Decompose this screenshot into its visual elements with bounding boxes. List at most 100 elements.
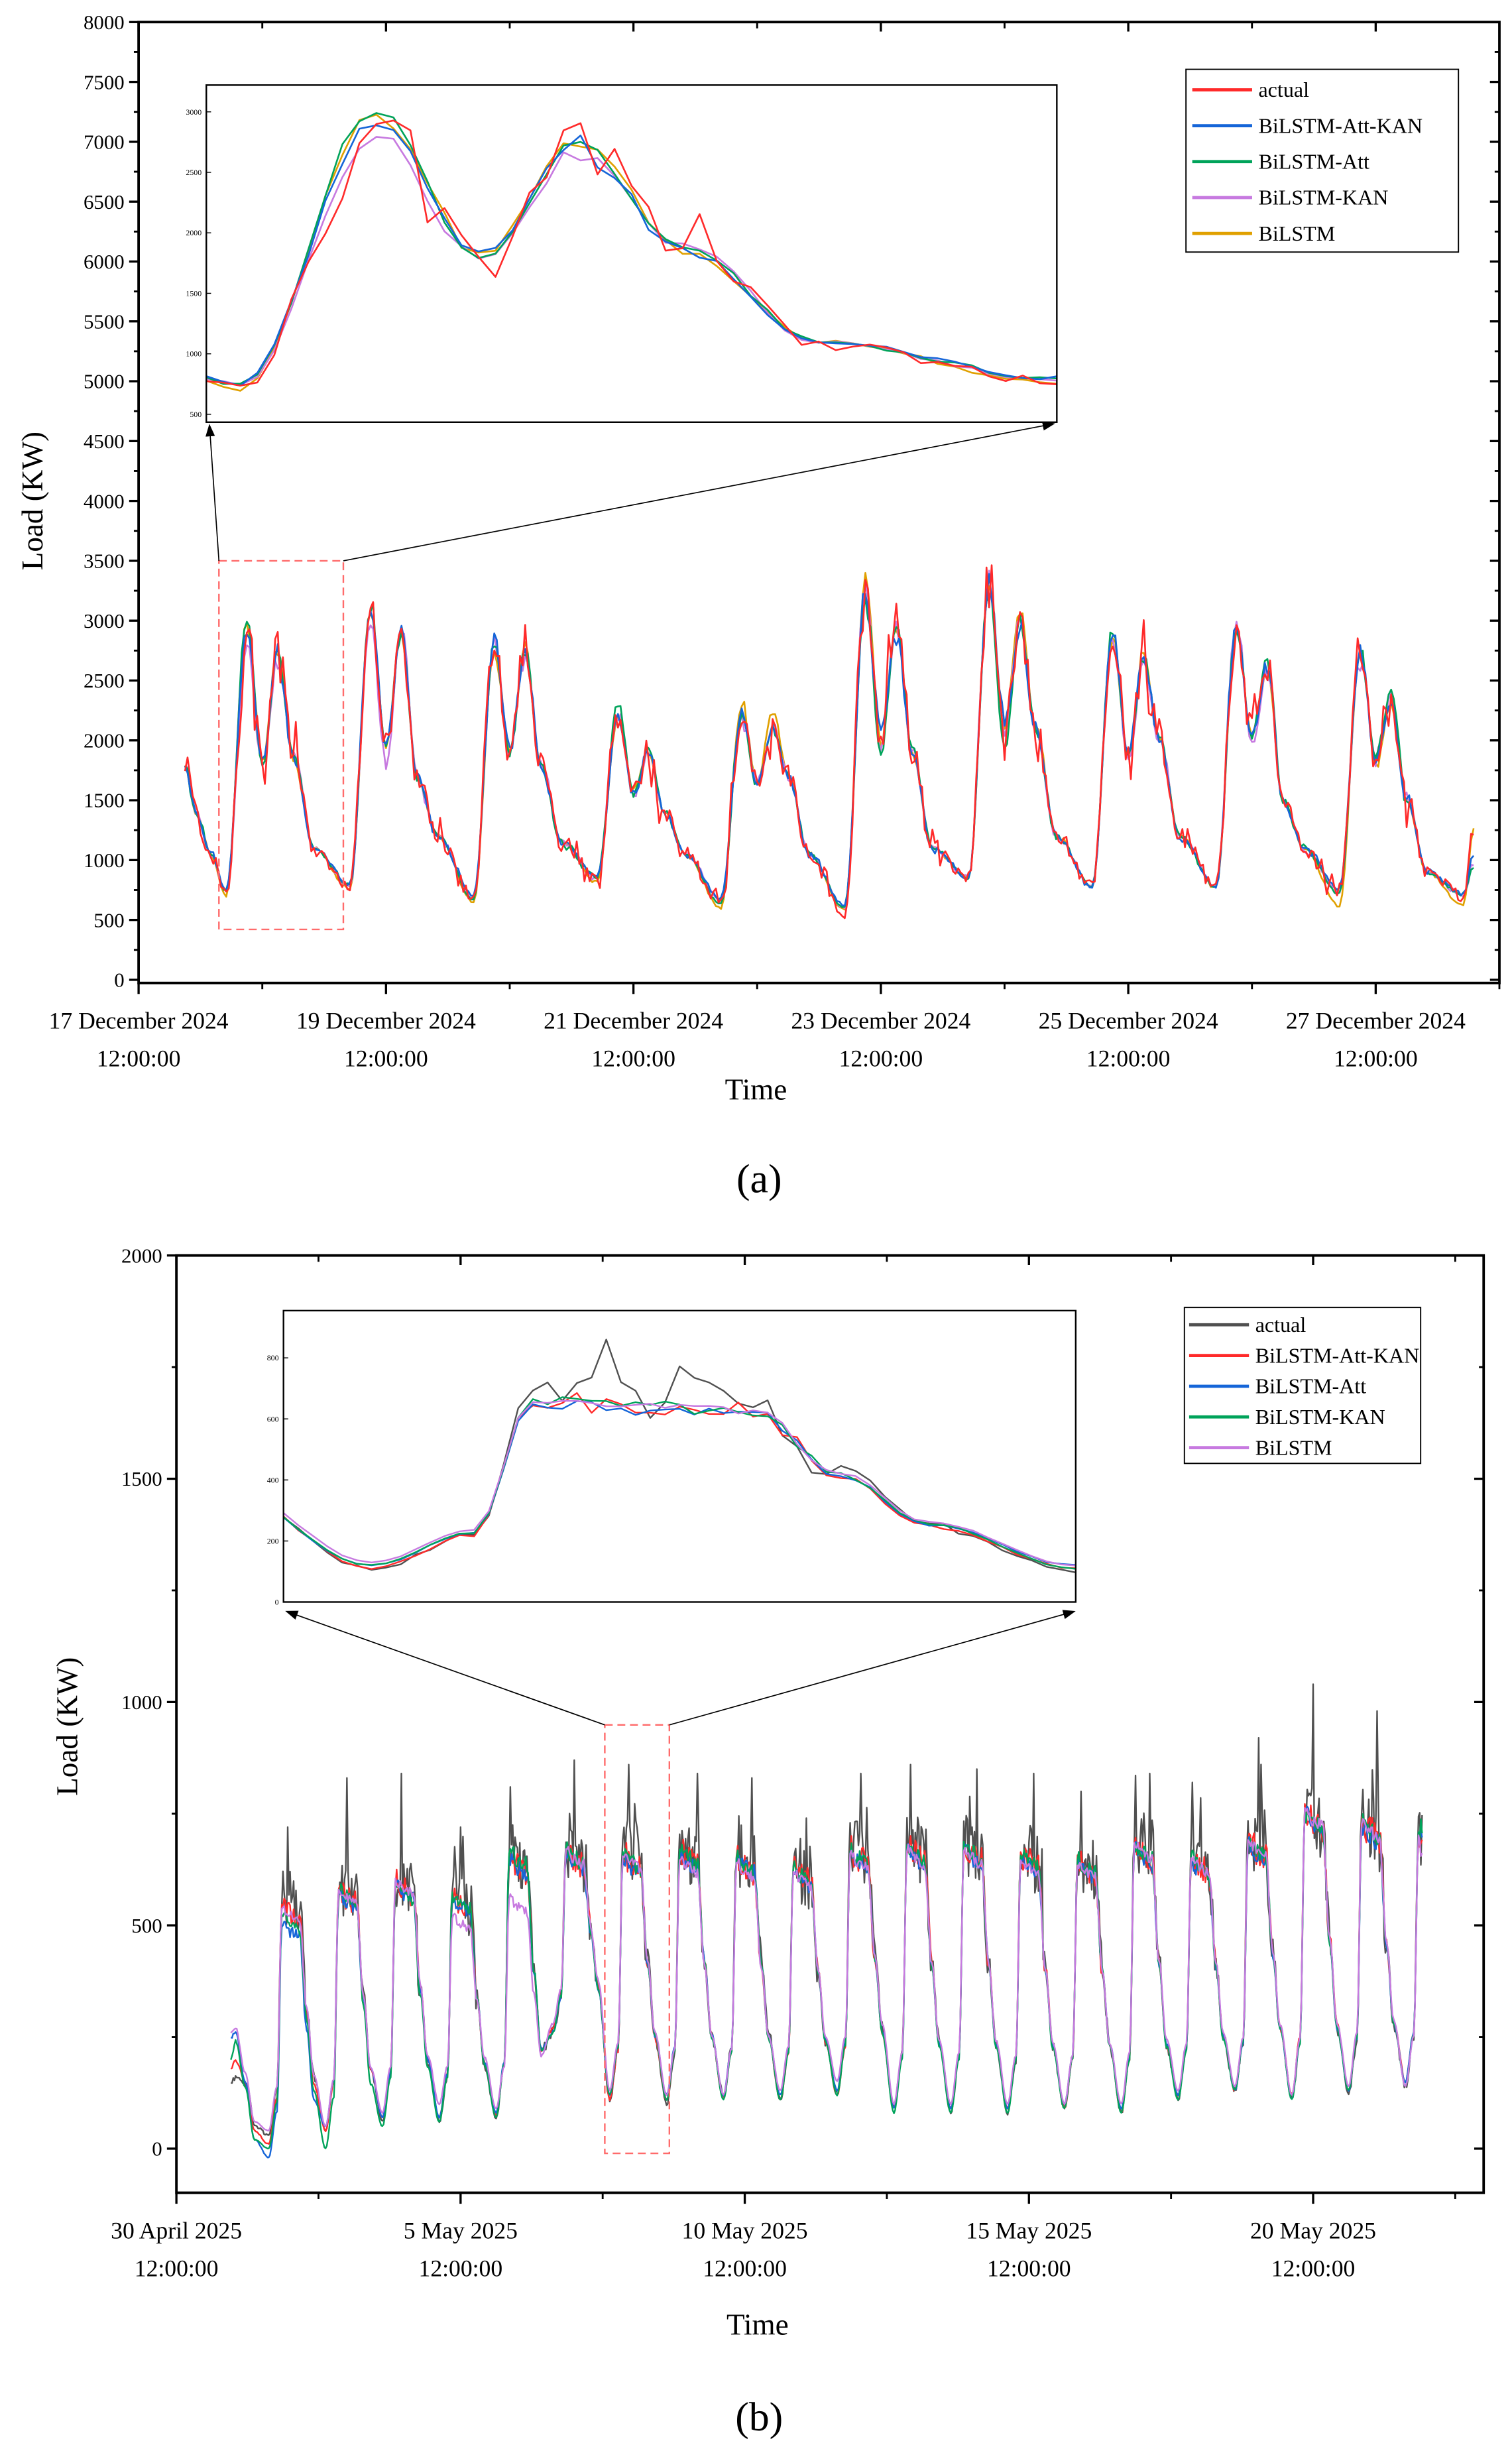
inset-series-group <box>206 112 1057 392</box>
x-tick-label-date: 21 December 2024 <box>544 1008 723 1034</box>
y-tick-label: 7500 <box>84 70 125 93</box>
main-series-group <box>230 1683 1423 2159</box>
y-tick-label: 1000 <box>84 849 125 872</box>
zoom-box <box>218 560 345 931</box>
plot-frame <box>175 1254 1485 2194</box>
x-axis-title: Time <box>725 1073 787 1106</box>
y-tick-label: 1500 <box>121 1467 162 1490</box>
inset-frame <box>282 1309 1077 1603</box>
x-tick-label-date: 17 December 2024 <box>49 1008 229 1034</box>
panel-label-b: (b) <box>735 2395 783 2440</box>
y-tick-label: 2500 <box>84 669 125 692</box>
legend-label: actual <box>1255 1313 1307 1337</box>
y-tick-label: 7000 <box>84 131 125 154</box>
inset-y-tick-label: 400 <box>267 1475 279 1484</box>
y-axis-title: Load (KW) <box>16 432 49 570</box>
inset-frame <box>205 84 1058 423</box>
y-tick-label: 0 <box>152 2137 162 2161</box>
x-tick-label-time: 12:00:00 <box>839 1045 923 1072</box>
inset-y-tick-label: 200 <box>267 1536 279 1545</box>
inset-axes: 0 200 400 600 800 <box>267 1353 288 1607</box>
main-series-group <box>184 564 1475 920</box>
x-tick-label-time: 12:00:00 <box>344 1045 428 1072</box>
y-tick-label: 6000 <box>84 250 125 273</box>
y-tick-label: 3000 <box>84 609 125 632</box>
inset-y-tick-label: 1500 <box>186 288 202 298</box>
plot-frame <box>137 21 1501 985</box>
axes: 0 500 1000 1500 2000 2500 3000 3500 4000 4500 5000… <box>49 11 1501 1072</box>
zoom-connector-right <box>669 1610 1076 1726</box>
y-tick-label: 8000 <box>84 11 125 34</box>
legend: actual BiLSTM-Att-KAN BiLSTM-Att BiLSTM-KAN… <box>1185 68 1460 253</box>
legend-label: BiLSTM-Att-KAN <box>1255 1343 1420 1367</box>
inset-y-tick-label: 3000 <box>186 107 202 117</box>
inset-series-line-actual <box>206 119 1057 387</box>
y-tick-label: 0 <box>114 969 124 992</box>
zoom-box <box>604 1724 671 2155</box>
legend-label: BiLSTM-Att-KAN <box>1258 113 1423 137</box>
y-tick-label: 5000 <box>84 370 125 393</box>
legend-label: BiLSTM-KAN <box>1258 186 1388 209</box>
inset-axes: 500 1000 1500 2000 2500 3000 <box>186 107 211 419</box>
x-tick-label-time: 12:00:00 <box>591 1045 675 1072</box>
y-tick-label: 2000 <box>84 729 125 752</box>
x-tick-label-time: 12:00:00 <box>1086 1045 1171 1072</box>
y-axis-title: Load (KW) <box>50 1657 84 1796</box>
inset-y-tick-label: 800 <box>267 1353 279 1362</box>
series-line-actual <box>231 1683 1423 2136</box>
x-tick-label-date: 25 December 2024 <box>1039 1008 1218 1034</box>
series-line-BiLSTM-Att <box>184 594 1474 908</box>
x-tick-label-date: 19 December 2024 <box>296 1008 476 1034</box>
legend: actual BiLSTM-Att-KAN BiLSTM-Att BiLSTM-KAN… <box>1183 1307 1422 1464</box>
y-tick-label: 500 <box>93 908 124 931</box>
x-tick-label-time: 12:00:00 <box>419 2255 503 2281</box>
y-tick-label: 1500 <box>84 789 125 812</box>
x-tick-label-time: 12:00:00 <box>97 1045 181 1072</box>
chart-a: 0 500 1000 1500 2000 2500 3000 3500 4000 4500 5000… <box>16 11 1501 1202</box>
y-tick-label: 6500 <box>84 190 125 213</box>
series-line-BiLSTM-Att-KAN <box>230 1803 1423 2145</box>
x-tick-label-date: 15 May 2025 <box>966 2217 1092 2243</box>
legend-label: BiLSTM <box>1258 221 1335 245</box>
x-tick-label-date: 5 May 2025 <box>404 2217 518 2243</box>
x-tick-label-time: 12:00:00 <box>1334 1045 1418 1072</box>
y-tick-label: 4500 <box>84 430 125 453</box>
x-tick-label-time: 12:00:00 <box>987 2255 1071 2281</box>
inset-y-tick-label: 500 <box>190 410 202 419</box>
inset-series-line-BiLSTM <box>283 1400 1076 1567</box>
y-tick-label: 3500 <box>84 550 125 573</box>
x-tick-label-date: 23 December 2024 <box>791 1008 970 1034</box>
x-tick-label-time: 12:00:00 <box>1271 2255 1356 2281</box>
inset-series-line-BiLSTM-Att-KAN <box>283 1392 1076 1570</box>
x-tick-label-date: 30 April 2025 <box>111 2217 242 2243</box>
zoom-connector-left <box>285 1610 605 1726</box>
inset-y-tick-label: 600 <box>267 1414 279 1423</box>
legend-label: BiLSTM-Att <box>1255 1374 1367 1398</box>
legend-label: BiLSTM-KAN <box>1255 1405 1385 1429</box>
x-tick-label-time: 12:00:00 <box>703 2255 787 2281</box>
series-line-BiLSTM-Att-KAN <box>184 573 1475 907</box>
y-tick-label: 1000 <box>121 1691 162 1714</box>
series-line-BiLSTM-Att <box>230 1805 1423 2159</box>
zoom-connector-right <box>343 421 1055 562</box>
inset-y-tick-label: 1000 <box>186 349 202 359</box>
x-tick-label-date: 20 May 2025 <box>1250 2217 1376 2243</box>
legend-label: BiLSTM <box>1255 1435 1332 1459</box>
inset-series-line-BiLSTM-Att-KAN <box>206 124 1057 387</box>
y-tick-label: 2000 <box>121 1244 162 1267</box>
x-axis-title: Time <box>727 2308 789 2341</box>
x-tick-label-date: 10 May 2025 <box>682 2217 808 2243</box>
series-line-BiLSTM-KAN <box>184 569 1474 910</box>
y-tick-label: 5500 <box>84 310 125 333</box>
inset-y-tick-label: 2000 <box>186 228 202 237</box>
legend-label: BiLSTM-Att <box>1258 150 1369 174</box>
series-line-BiLSTM <box>184 571 1475 911</box>
inset-background <box>206 85 1057 422</box>
series-line-BiLSTM-KAN <box>230 1808 1423 2150</box>
series-line-BiLSTM <box>230 1807 1423 2131</box>
y-tick-label: 4000 <box>84 489 125 512</box>
x-tick-label-date: 27 December 2024 <box>1286 1008 1466 1034</box>
panel-label-a: (a) <box>736 1157 782 1202</box>
inset-y-tick-label: 0 <box>275 1598 279 1607</box>
